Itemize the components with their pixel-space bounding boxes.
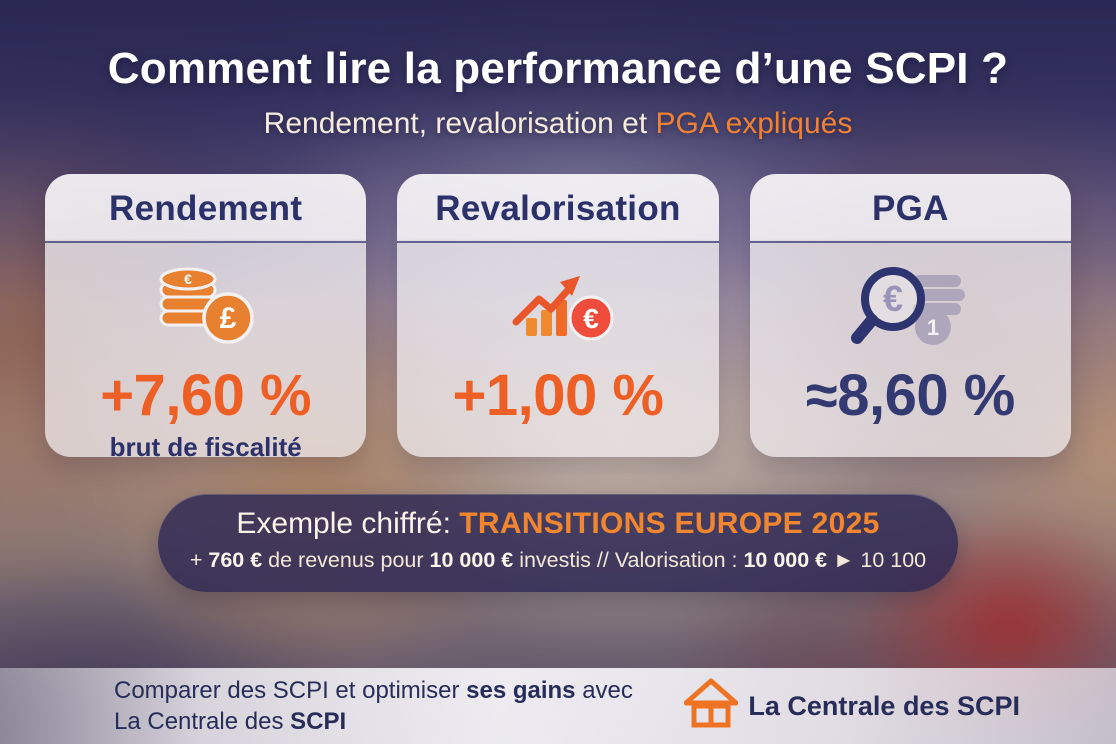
card-rendement: Rendement € £ +7,60 [45,174,367,462]
detail-segment: 10 000 € [743,548,828,572]
example-label: Exemple chiffré: [236,507,451,540]
brand-name: La Centrale des SCPI [748,690,1020,721]
footer-line-2: La Centrale des SCPI [114,706,633,737]
rendement-value: +7,60 % [100,363,312,428]
magnifier-euro-coins-icon: 1 € [750,251,1071,363]
divider [45,241,367,243]
brand-logo: La Centrale des SCPI [683,678,1020,735]
svg-text:€: € [184,271,192,287]
svg-text:£: £ [219,302,236,335]
subtitle-highlight: PGA expliqués [655,107,853,140]
header: Comment lire la performance d’une SCPI ?… [0,0,1116,141]
detail-segment: 10 000 € [429,548,514,572]
svg-text:€: € [883,278,903,319]
rendement-note: brut de fiscalité [109,432,302,462]
detail-segment: investis // Valorisation : [513,548,744,572]
card-revalorisation: Revalorisation € +1,00 % [397,174,719,457]
tagline-text: avec [575,676,633,704]
card-title: Rendement [109,189,303,228]
revalorisation-value: +1,00 % [452,363,664,428]
tagline-text: La Centrale des [114,708,291,735]
page-title: Comment lire la performance d’une SCPI ? [107,44,1009,93]
divider [749,241,1071,243]
tagline-bold: SCPI [290,708,347,735]
svg-text:€: € [583,303,599,334]
example-banner: Exemple chiffré: TRANSITIONS EUROPE 2025… [158,494,958,592]
example-detail: + 760 € de revenus pour 10 000 € investi… [158,548,958,573]
svg-text:1: 1 [927,315,939,340]
footer-tagline: Comparer des SCPI et optimiser ses gains… [114,675,633,737]
pga-value: ≈8,60 % [805,363,1015,428]
footer-line-1: Comparer des SCPI et optimiser ses gains… [114,675,633,706]
detail-segment: ► 10 100 [827,548,927,572]
page-subtitle: Rendement, revalorisation et PGA expliqu… [0,107,1116,141]
example-scpi-name: TRANSITIONS EUROPE 2025 [459,507,880,540]
tagline-bold: ses gains [466,676,576,704]
example-title: Exemple chiffré: TRANSITIONS EUROPE 2025 [158,507,958,541]
divider [397,241,719,243]
metric-cards: Rendement € £ +7,60 [0,174,1116,462]
detail-segment: 760 € [208,548,263,572]
tagline-text: Comparer des SCPI et optimiser [114,676,467,704]
detail-segment: de revenus pour [262,548,430,572]
house-icon [683,678,739,735]
detail-segment: + [189,548,209,572]
growth-arrow-euro-icon: € [397,251,718,363]
subtitle-text: Rendement, revalorisation et [263,107,656,140]
card-pga: PGA 1 € [749,174,1071,457]
card-title: Revalorisation [435,189,681,228]
footer-bar: Comparer des SCPI et optimiser ses gains… [0,668,1116,744]
card-title: PGA [871,189,949,228]
coins-pound-icon: € £ [45,251,366,363]
